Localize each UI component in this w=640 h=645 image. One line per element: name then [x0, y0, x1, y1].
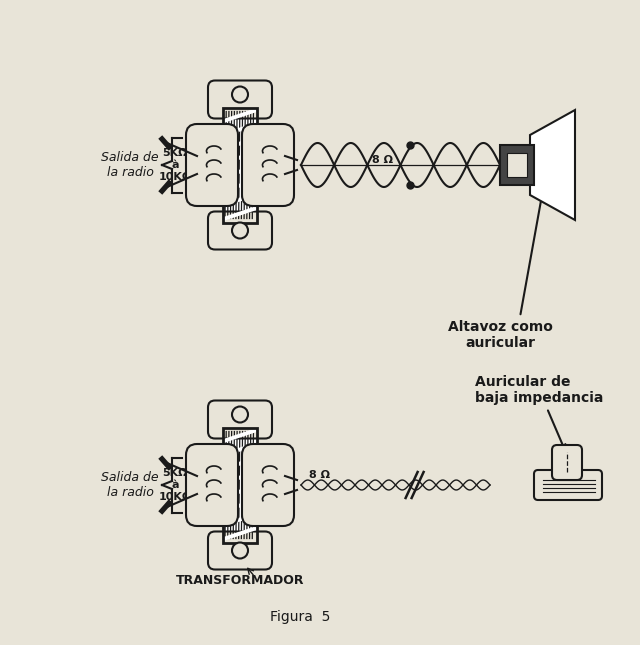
FancyBboxPatch shape: [552, 445, 582, 480]
Circle shape: [232, 86, 248, 103]
FancyBboxPatch shape: [208, 531, 272, 570]
FancyBboxPatch shape: [208, 401, 272, 439]
Text: Figura  5: Figura 5: [270, 610, 330, 624]
FancyBboxPatch shape: [186, 124, 238, 206]
Polygon shape: [530, 110, 575, 220]
Bar: [507, 153, 527, 177]
Text: 8 Ω: 8 Ω: [309, 470, 330, 480]
Text: Salida de
la radio: Salida de la radio: [101, 151, 159, 179]
FancyBboxPatch shape: [242, 444, 294, 526]
FancyBboxPatch shape: [242, 124, 294, 206]
Bar: [223, 428, 257, 542]
Text: 5KΩ
à
10KΩ: 5KΩ à 10KΩ: [158, 148, 191, 182]
FancyBboxPatch shape: [186, 444, 238, 526]
Text: 8 Ω: 8 Ω: [372, 155, 393, 165]
Circle shape: [232, 223, 248, 239]
Bar: [223, 428, 257, 542]
Text: Auricular de
baja impedancia: Auricular de baja impedancia: [475, 375, 604, 450]
Bar: [223, 108, 257, 223]
Bar: [500, 145, 534, 185]
FancyBboxPatch shape: [208, 81, 272, 119]
Text: TRANSFORMADOR: TRANSFORMADOR: [176, 573, 304, 586]
FancyBboxPatch shape: [534, 470, 602, 500]
Circle shape: [232, 542, 248, 559]
Circle shape: [232, 406, 248, 422]
Text: 5KΩ
à
10KΩ: 5KΩ à 10KΩ: [158, 468, 191, 502]
Bar: [223, 108, 257, 223]
Text: Altavoz como
auricular: Altavoz como auricular: [447, 320, 552, 350]
Text: Salida de
la radio: Salida de la radio: [101, 471, 159, 499]
FancyBboxPatch shape: [208, 212, 272, 250]
